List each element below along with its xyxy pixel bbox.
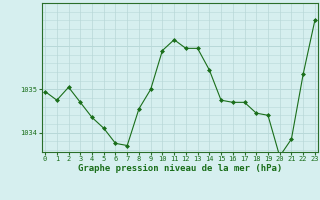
X-axis label: Graphe pression niveau de la mer (hPa): Graphe pression niveau de la mer (hPa) bbox=[78, 164, 282, 173]
